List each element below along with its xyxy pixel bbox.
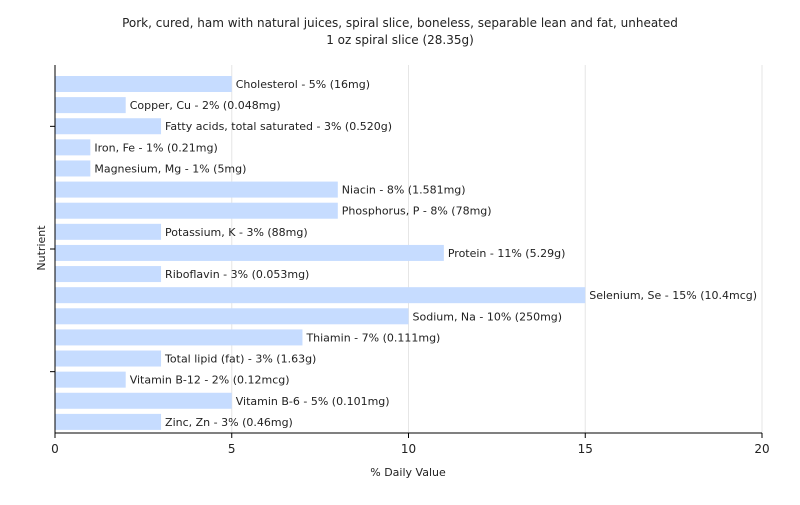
bars: Cholesterol - 5% (16mg) Copper, Cu - 2% (… [55, 76, 757, 430]
bar-label-3: Iron, Fe - 1% (0.21mg) [94, 141, 217, 154]
y-axis-title: Nutrient [35, 225, 48, 271]
bar-label-10: Selenium, Se - 15% (10.4mcg) [589, 289, 757, 302]
bar-8 [55, 244, 444, 261]
bar-7 [55, 223, 162, 240]
x-tick-label-2: 10 [401, 442, 416, 456]
x-tick-label-3: 15 [578, 442, 593, 456]
bar-3 [55, 139, 91, 156]
bar-label-9: Riboflavin - 3% (0.053mg) [165, 268, 309, 281]
bar-10 [55, 287, 586, 304]
bar-15 [55, 392, 232, 409]
bar-label-7: Potassium, K - 3% (88mg) [165, 226, 308, 239]
bar-11 [55, 308, 409, 325]
bar-16 [55, 413, 162, 430]
x-tick-label-4: 20 [754, 442, 769, 456]
bar-label-12: Thiamin - 7% (0.111mg) [305, 331, 440, 344]
bar-label-15: Vitamin B-6 - 5% (0.101mg) [236, 395, 390, 408]
bar-2 [55, 118, 162, 135]
x-tick-label-1: 5 [228, 442, 236, 456]
bar-1 [55, 97, 126, 114]
bar-label-5: Niacin - 8% (1.581mg) [342, 184, 466, 197]
bar-label-11: Sodium, Na - 10% (250mg) [413, 310, 563, 323]
chart-title: Pork, cured, ham with natural juices, sp… [122, 16, 678, 30]
chart-subtitle: 1 oz spiral slice (28.35g) [326, 33, 474, 47]
x-axis-title: % Daily Value [370, 466, 446, 479]
x-tick-label-0: 0 [51, 442, 59, 456]
bar-label-0: Cholesterol - 5% (16mg) [236, 78, 370, 91]
bar-label-2: Fatty acids, total saturated - 3% (0.520… [165, 120, 392, 133]
bar-label-6: Phosphorus, P - 8% (78mg) [342, 205, 492, 218]
bar-6 [55, 202, 338, 219]
bar-9 [55, 266, 162, 283]
bar-label-8: Protein - 11% (5.29g) [448, 247, 566, 260]
bar-5 [55, 181, 338, 198]
bar-label-14: Vitamin B-12 - 2% (0.12mcg) [130, 374, 290, 387]
bar-13 [55, 350, 162, 367]
x-tick-labels: 0 5 10 15 20 [51, 442, 769, 456]
axes [50, 65, 763, 438]
bar-12 [55, 329, 303, 346]
bar-14 [55, 371, 126, 388]
bar-4 [55, 160, 91, 177]
bar-label-16: Zinc, Zn - 3% (0.46mg) [165, 416, 293, 429]
bar-label-4: Magnesium, Mg - 1% (5mg) [94, 162, 246, 175]
bar-label-13: Total lipid (fat) - 3% (1.63g) [164, 353, 316, 366]
bar-0 [55, 76, 232, 92]
bar-label-1: Copper, Cu - 2% (0.048mg) [130, 99, 281, 112]
